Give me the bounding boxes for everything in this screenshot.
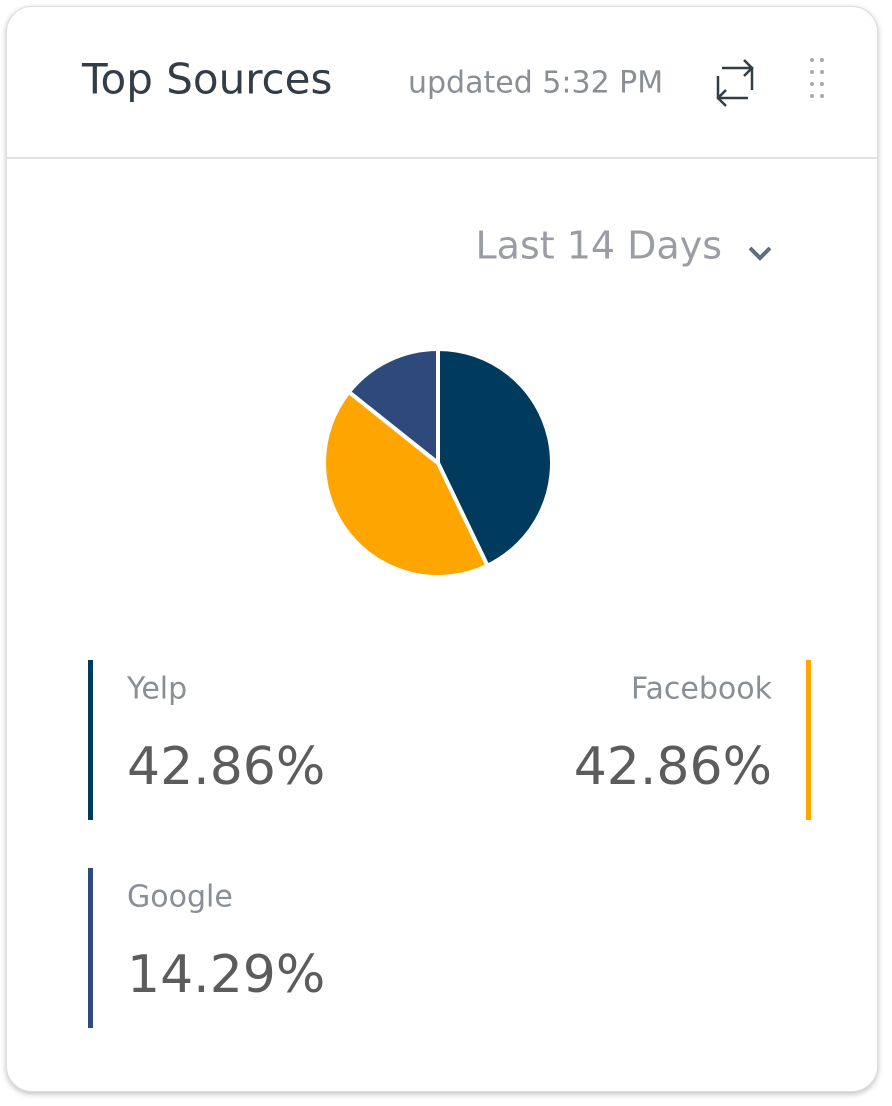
legend-bar [88,868,93,1028]
legend-label: Yelp [126,672,187,707]
dot [810,94,814,98]
range-dropdown[interactable]: Last 14 Days [476,224,772,268]
legend-bar [806,660,811,820]
dot [810,58,814,62]
menu-button[interactable] [810,58,824,98]
legend-value: 14.29% [127,945,325,1005]
legend-value: 42.86% [574,737,772,797]
widget-title: Top Sources [81,55,332,104]
legend-label: Facebook [631,672,773,707]
dot [820,70,824,74]
pie-slice [322,389,491,579]
updated-time: updated 5:32 PM [408,66,663,101]
legend-bar [88,660,93,820]
refresh-icon [722,59,754,90]
range-label: Last 14 Days [476,224,723,268]
pie-slice [436,346,554,569]
dot [820,58,824,62]
dot [810,82,814,86]
dot [810,70,814,74]
dot [820,94,824,98]
refresh-icon [716,76,748,107]
chevron [748,246,772,261]
legend-value: 42.86% [127,737,325,797]
refresh-button[interactable] [716,59,754,107]
dot [820,82,824,86]
legend-label: Google [127,880,233,915]
pie-slice [346,346,440,468]
